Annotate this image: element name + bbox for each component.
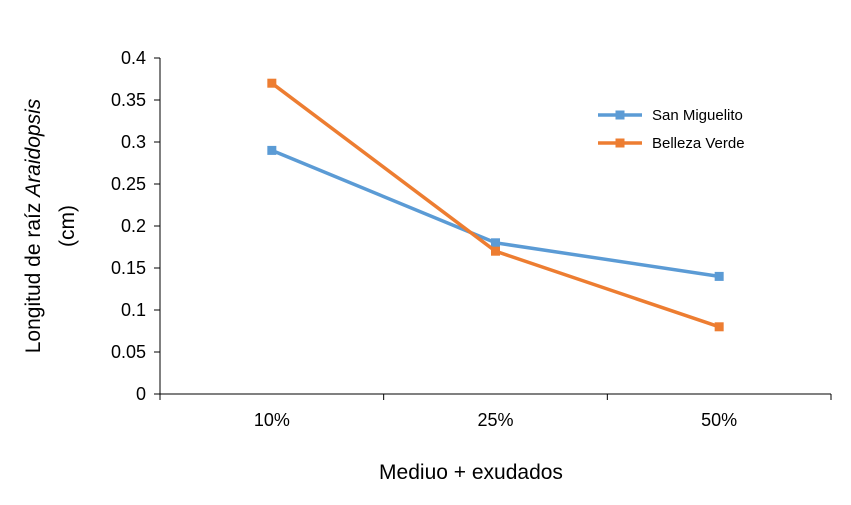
data-point <box>714 271 724 281</box>
series-line <box>271 148 720 279</box>
x-tick-label: 25% <box>477 410 513 430</box>
y-axis-title-line2: (cm) <box>56 205 79 247</box>
y-tick-label: 0.2 <box>121 216 146 236</box>
x-axis-title: Mediuo + exudados <box>379 461 563 484</box>
y-axis-title-line1: Longitud de raíz Araidopsis <box>22 98 45 353</box>
legend-item: Belleza Verde <box>598 135 745 152</box>
data-point <box>714 322 724 332</box>
legend-item: San Miguelito <box>598 107 743 124</box>
legend-label: San Miguelito <box>652 107 743 124</box>
series-san-miguelito <box>267 145 724 281</box>
data-point <box>491 246 500 256</box>
legend: San Miguelito Belleza Verde <box>598 107 745 152</box>
legend-marker <box>615 110 625 120</box>
y-axis-title-prefix: Longitud de raíz <box>22 197 45 353</box>
y-tick-label: 0.15 <box>111 258 146 278</box>
y-tick-label: 0.1 <box>121 300 146 320</box>
y-tick-label: 0.3 <box>121 132 146 152</box>
y-tick-label: 0 <box>136 384 146 404</box>
data-point <box>491 238 500 248</box>
y-tick-label: 0.25 <box>111 174 146 194</box>
series-layer <box>267 78 724 332</box>
y-tick-label: 0.35 <box>111 90 146 110</box>
x-tick-label: 50% <box>701 410 737 430</box>
y-tick-label: 0.05 <box>111 342 146 362</box>
data-point <box>267 78 277 88</box>
y-axis-title: Longitud de raíz Araidopsis (cm) <box>22 98 79 353</box>
x-tick-group: 10% 25% 50% <box>159 394 832 430</box>
legend-label: Belleza Verde <box>652 135 745 152</box>
y-axis-title-italic: Araidopsis <box>22 98 45 199</box>
series-belleza-verde <box>267 78 724 332</box>
x-axis: 10% 25% 50% <box>159 393 832 430</box>
y-tick-label: 0.4 <box>121 48 146 68</box>
x-tick-label: 10% <box>254 410 290 430</box>
legend-marker <box>615 138 625 148</box>
y-tick-group: 0 0.05 0.1 0.15 0.2 0.25 0.3 0.35 0.4 <box>111 48 160 404</box>
data-point <box>267 145 277 155</box>
y-axis: 0 0.05 0.1 0.15 0.2 0.25 0.3 0.35 0.4 <box>111 48 161 404</box>
